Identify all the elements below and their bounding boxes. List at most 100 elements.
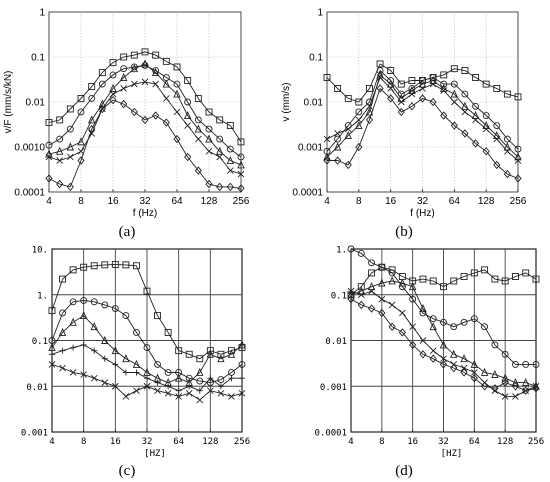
data-point-diamond: [109, 95, 117, 105]
data-point-x: [227, 167, 234, 174]
data-point-diamond: [409, 340, 417, 350]
data-point-square: [419, 275, 427, 283]
data-point-x: [122, 393, 130, 400]
data-point-square: [376, 60, 384, 68]
data-point-diamond: [344, 160, 352, 170]
data-point-diamond: [367, 304, 376, 313]
data-point-square: [450, 65, 458, 73]
data-point-diamond: [376, 84, 384, 93]
y-tick-label: 0.1: [331, 291, 347, 301]
y-tick-label: 0.1: [32, 337, 48, 347]
data-point-circle: [347, 245, 355, 253]
data-point-triangle: [388, 276, 396, 285]
data-point-square: [69, 266, 77, 274]
y-tick-label: 1: [317, 8, 323, 19]
data-point-square: [472, 74, 480, 81]
data-point-diamond: [88, 124, 96, 134]
data-point-plus: [133, 369, 140, 376]
data-point-circle: [419, 309, 427, 317]
y-tick-label: 0.0010: [14, 143, 45, 154]
x-tick-label: 128: [478, 196, 495, 207]
data-point-diamond: [56, 179, 64, 189]
data-point-plus: [239, 375, 245, 382]
data-point-triangle: [205, 134, 213, 143]
series-line: [350, 298, 537, 392]
data-point-circle: [90, 298, 98, 306]
data-point-square: [164, 328, 172, 336]
data-point-triangle: [206, 349, 215, 358]
data-point-circle: [80, 297, 88, 304]
data-point-x: [164, 390, 172, 397]
y-tick-label: 0.001: [21, 429, 48, 439]
x-tick-label: 32: [417, 196, 429, 207]
data-point-x: [440, 355, 447, 363]
data-point-square: [501, 277, 509, 285]
data-point-circle: [532, 360, 540, 368]
x-tick-label: 16: [407, 437, 418, 447]
data-point-x: [460, 364, 468, 372]
data-point-square: [141, 48, 149, 56]
data-point-square: [408, 77, 416, 84]
data-point-circle: [355, 108, 363, 116]
data-point-square: [514, 93, 522, 101]
data-point-circle: [368, 259, 376, 267]
data-point-square: [77, 94, 85, 102]
data-point-square: [162, 57, 170, 65]
data-point-square: [334, 85, 342, 92]
data-point-triangle: [130, 64, 139, 73]
x-tick-label: 256: [234, 437, 250, 447]
data-point-triangle: [101, 335, 109, 344]
data-point-circle: [440, 318, 447, 326]
data-point-diamond: [226, 182, 234, 192]
y-tick-label: 0.0001: [14, 188, 45, 199]
data-point-x: [429, 80, 437, 88]
data-point-circle: [185, 374, 193, 382]
data-point-x: [207, 387, 214, 395]
x-tick-label: 32: [438, 437, 449, 447]
data-point-x: [482, 125, 490, 133]
data-point-circle: [388, 269, 396, 277]
data-point-diamond: [440, 111, 448, 120]
x-axis-title: f (Hz): [133, 208, 157, 219]
x-axis-title: [HZ]: [441, 449, 463, 459]
data-point-diamond: [397, 107, 405, 117]
series-line: [48, 63, 242, 166]
data-point-circle: [470, 315, 478, 323]
data-point-diamond: [439, 360, 448, 369]
data-point-triangle: [238, 340, 246, 349]
data-point-triangle: [141, 59, 149, 68]
x-tick-label: 128: [202, 437, 218, 447]
data-point-square: [48, 307, 56, 315]
data-point-x: [408, 90, 416, 98]
series-line: [350, 248, 536, 365]
data-point-triangle: [55, 146, 64, 155]
data-point-square: [216, 116, 224, 124]
data-point-square: [365, 85, 373, 92]
x-axis-title: [HZ]: [144, 449, 166, 459]
data-point-triangle: [419, 303, 427, 312]
data-point-triangle: [151, 68, 160, 77]
x-tick-label: 8: [81, 437, 86, 447]
data-point-x: [90, 374, 98, 382]
panel-d: 4 8 16 32 64 128 256 0.0001 0.001 0.01 0.1 1. [HZ]: [314, 246, 544, 460]
data-point-diamond: [347, 294, 355, 304]
data-point-x: [512, 393, 519, 400]
y-tick-label: 1.: [336, 246, 347, 256]
data-point-square: [355, 98, 363, 106]
data-point-square: [120, 53, 128, 61]
panel-label-c: (c): [119, 463, 136, 479]
data-point-triangle: [344, 130, 352, 139]
data-point-triangle: [439, 340, 448, 349]
data-point-square: [522, 269, 530, 277]
data-point-plus: [59, 347, 66, 354]
data-point-circle: [334, 135, 342, 143]
data-point-diamond: [98, 104, 106, 114]
data-point-triangle: [58, 327, 67, 336]
panel-label-d: (d): [395, 463, 413, 479]
data-point-diamond: [323, 156, 331, 165]
x-tick-label: 32: [139, 196, 151, 207]
data-point-x: [344, 125, 352, 133]
data-point-circle: [98, 80, 106, 88]
y-tick-label: 0.0001: [314, 429, 347, 439]
data-point-square: [450, 277, 458, 285]
